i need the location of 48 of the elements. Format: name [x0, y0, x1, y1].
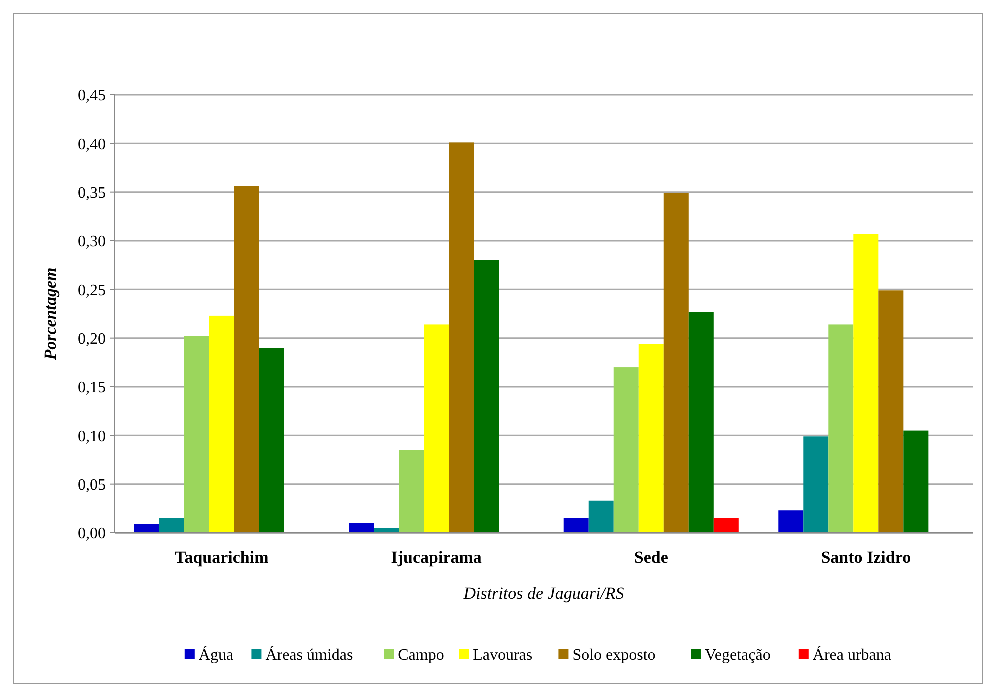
y-tick-label: 0,05	[78, 476, 106, 494]
x-tick-label: Santo Izidro	[821, 548, 912, 567]
bar	[638, 344, 664, 533]
bar	[778, 510, 804, 533]
bar	[424, 324, 450, 533]
bar	[399, 450, 424, 533]
bar	[134, 524, 160, 533]
bar	[664, 193, 689, 533]
bar	[234, 186, 260, 533]
y-tick-label: 0,20	[78, 330, 106, 348]
bar	[449, 142, 474, 533]
x-tick-label: Taquarichim	[174, 548, 269, 567]
bar	[588, 500, 614, 533]
bar	[209, 316, 234, 533]
y-axis-title: Porcentagem	[41, 268, 60, 362]
y-tick-label: 0,15	[78, 380, 106, 397]
y-tick-label: 0,45	[78, 88, 106, 105]
bar	[564, 518, 589, 533]
legend-label: Água	[198, 646, 234, 664]
bar	[904, 430, 929, 533]
bar	[688, 312, 714, 533]
legend-label: Áreas úmidas	[266, 646, 354, 664]
bar	[374, 528, 400, 533]
bar	[828, 324, 854, 533]
bar	[349, 523, 374, 533]
y-tick-label: 0,10	[78, 428, 106, 446]
bar	[804, 436, 829, 533]
bar	[159, 518, 184, 533]
legend-label: Área urbana	[812, 646, 892, 664]
y-tick-label: 0,35	[78, 184, 106, 202]
x-tick-label: Ijucapirama	[391, 548, 482, 567]
legend-label: Vegetação	[705, 647, 771, 664]
x-axis-title: Distritos de Jaguari/RS	[462, 584, 625, 603]
bar	[714, 518, 739, 533]
y-tick-label: 0,40	[78, 136, 106, 154]
bar	[854, 234, 879, 533]
legend-label: Solo exposto	[572, 647, 656, 664]
y-tick-label: 0,25	[78, 282, 106, 300]
bar	[614, 368, 639, 533]
y-tick-label: 0,00	[78, 526, 106, 543]
bar	[878, 290, 904, 533]
bar	[184, 336, 210, 533]
bar	[259, 348, 284, 533]
legend-label: Lavouras	[473, 647, 533, 664]
legend-label: Campo	[398, 647, 444, 664]
y-tick-label: 0,30	[78, 234, 106, 251]
x-tick-label: Sede	[634, 548, 669, 567]
bar	[474, 260, 500, 533]
